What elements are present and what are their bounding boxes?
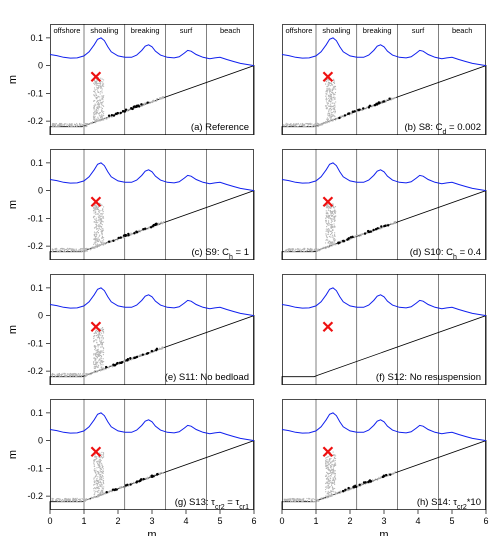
wave-line <box>282 163 486 191</box>
panel-a: offshore shoaling breaking surf beach (a) Ref… <box>50 24 254 135</box>
y-axis-label: m <box>7 450 19 459</box>
ytick-label: -0.1 <box>27 463 43 473</box>
ytick-label: 0 <box>38 186 43 196</box>
xtick-label: 4 <box>183 516 188 526</box>
zone-label: surf <box>412 26 425 35</box>
panel-label: (d) S10: Ch = 0.4 <box>410 247 481 261</box>
zone-label: beach <box>452 26 472 35</box>
zone-label: surf <box>180 26 193 35</box>
zone-label: shoaling <box>322 26 350 35</box>
xtick-label: 1 <box>313 516 318 526</box>
ytick-label: 0.1 <box>30 158 43 168</box>
ytick-label: 0.1 <box>30 408 43 418</box>
ytick-label: 0 <box>38 436 43 446</box>
ytick-label: -0.1 <box>27 338 43 348</box>
axes-box <box>51 25 254 135</box>
wave-line <box>50 163 254 191</box>
xtick-label: 5 <box>449 516 454 526</box>
axes-box <box>51 400 254 510</box>
panel-label: (c) S9: Ch = 1 <box>191 247 249 261</box>
ytick-label: 0 <box>38 61 43 71</box>
marker-x-icon <box>91 447 100 456</box>
xtick-label: 3 <box>381 516 386 526</box>
axes-box <box>283 25 486 135</box>
xtick-label: 5 <box>217 516 222 526</box>
ytick-label: 0.1 <box>30 33 43 43</box>
xtick-label: 1 <box>81 516 86 526</box>
wave-line <box>282 38 486 66</box>
xtick-label: 4 <box>415 516 420 526</box>
y-axis-label: m <box>7 75 19 84</box>
scatter-gray <box>283 451 395 502</box>
xtick-label: 2 <box>347 516 352 526</box>
zone-label: offshore <box>54 26 81 35</box>
ytick-label: -0.1 <box>27 88 43 98</box>
xtick-label: 0 <box>47 516 52 526</box>
zone-label: shoaling <box>90 26 118 35</box>
ytick-label: -0.2 <box>27 366 43 376</box>
panel-c: (c) S9: Ch = 1-0.2-0.100.1m <box>50 149 254 260</box>
y-axis-label: m <box>7 325 19 334</box>
wave-line <box>50 288 254 316</box>
wave-line <box>50 38 254 66</box>
ytick-label: -0.2 <box>27 491 43 501</box>
y-axis-label: m <box>7 200 19 209</box>
marker-x-icon <box>323 322 332 331</box>
scatter-gray <box>284 203 397 252</box>
figure-grid: offshore shoaling breaking surf beach (a) Ref… <box>0 0 500 536</box>
panel-g: (g) S13: τcr2 = τcr1-0.2-0.100.1m0123456… <box>50 399 254 510</box>
wave-line <box>282 288 486 316</box>
axes-box <box>283 275 486 385</box>
panel-label: (e) S11: No bedload <box>165 372 249 383</box>
marker-x-icon <box>91 197 100 206</box>
marker-x-icon <box>323 447 332 456</box>
zone-label: offshore <box>286 26 313 35</box>
xtick-label: 6 <box>483 516 488 526</box>
axes-box <box>51 150 254 260</box>
panel-label: (h) S14: τcr2*10 <box>417 497 481 511</box>
panel-f: (f) S12: No resuspension <box>282 274 486 385</box>
panel-label: (g) S13: τcr2 = τcr1 <box>175 497 249 511</box>
axes-box <box>283 400 486 510</box>
ytick-label: -0.1 <box>27 213 43 223</box>
marker-x-icon <box>91 72 100 81</box>
axes-box <box>283 150 486 260</box>
xtick-label: 0 <box>279 516 284 526</box>
panel-d: (d) S10: Ch = 0.4 <box>282 149 486 260</box>
xtick-label: 6 <box>251 516 256 526</box>
x-axis-label: m <box>147 529 156 536</box>
axes-box <box>51 275 254 385</box>
zone-label: beach <box>220 26 240 35</box>
ytick-label: 0.1 <box>30 283 43 293</box>
panel-e: (e) S11: No bedload-0.2-0.100.1m <box>50 274 254 385</box>
scatter-gray <box>52 203 165 253</box>
wave-line <box>50 413 254 441</box>
ytick-label: -0.2 <box>27 241 43 251</box>
x-axis-label: m <box>379 529 388 536</box>
ytick-label: 0 <box>38 311 43 321</box>
scatter-black <box>106 473 159 494</box>
panel-label: (b) S8: Cd = 0.002 <box>404 122 481 136</box>
scatter-black <box>105 348 158 369</box>
wave-line <box>282 413 486 441</box>
panel-b: offshore shoaling breaking surf beach (b) S8:… <box>282 24 486 135</box>
panel-label: (a) Reference <box>191 122 249 133</box>
ytick-label: -0.2 <box>27 116 43 126</box>
scatter-gray <box>51 327 164 377</box>
xtick-label: 3 <box>149 516 154 526</box>
zone-label: breaking <box>131 26 160 35</box>
zone-label: breaking <box>363 26 392 35</box>
panel-h: (h) S14: τcr2*100123456m <box>282 399 486 510</box>
panel-label: (f) S12: No resuspension <box>376 372 481 383</box>
scatter-gray <box>51 452 164 502</box>
xtick-label: 2 <box>115 516 120 526</box>
